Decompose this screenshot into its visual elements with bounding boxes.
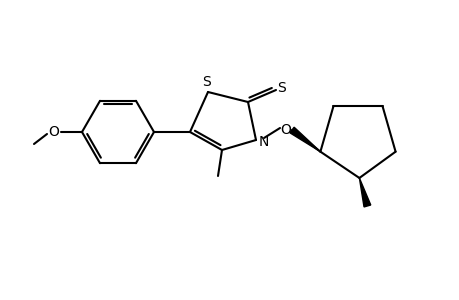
Text: O: O bbox=[49, 125, 59, 139]
Polygon shape bbox=[358, 178, 370, 207]
Text: O: O bbox=[280, 123, 291, 137]
Text: S: S bbox=[277, 81, 286, 95]
Text: S: S bbox=[202, 75, 211, 89]
Text: N: N bbox=[258, 135, 269, 149]
Polygon shape bbox=[289, 127, 320, 152]
